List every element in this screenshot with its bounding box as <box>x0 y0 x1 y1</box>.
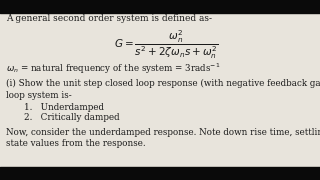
Text: A general second order system is defined as-: A general second order system is defined… <box>6 14 212 23</box>
Text: 1.   Underdamped: 1. Underdamped <box>24 103 104 112</box>
Text: (i) Show the unit step closed loop response (with negative feedback gain of 2) i: (i) Show the unit step closed loop respo… <box>6 79 320 88</box>
Text: state values from the response.: state values from the response. <box>6 140 146 148</box>
Text: $\omega_n$ = natural frequency of the system = 3rads$^{-1}$: $\omega_n$ = natural frequency of the sy… <box>6 62 221 76</box>
Text: Now, consider the underdamped response. Note down rise time, settling time and s: Now, consider the underdamped response. … <box>6 128 320 137</box>
Text: loop system is-: loop system is- <box>6 91 72 100</box>
Text: $G = \dfrac{\omega_n^2}{s^2 + 2\zeta\omega_n s + \omega_n^2}$: $G = \dfrac{\omega_n^2}{s^2 + 2\zeta\ome… <box>114 28 219 60</box>
Text: 2.   Critically damped: 2. Critically damped <box>24 113 120 122</box>
